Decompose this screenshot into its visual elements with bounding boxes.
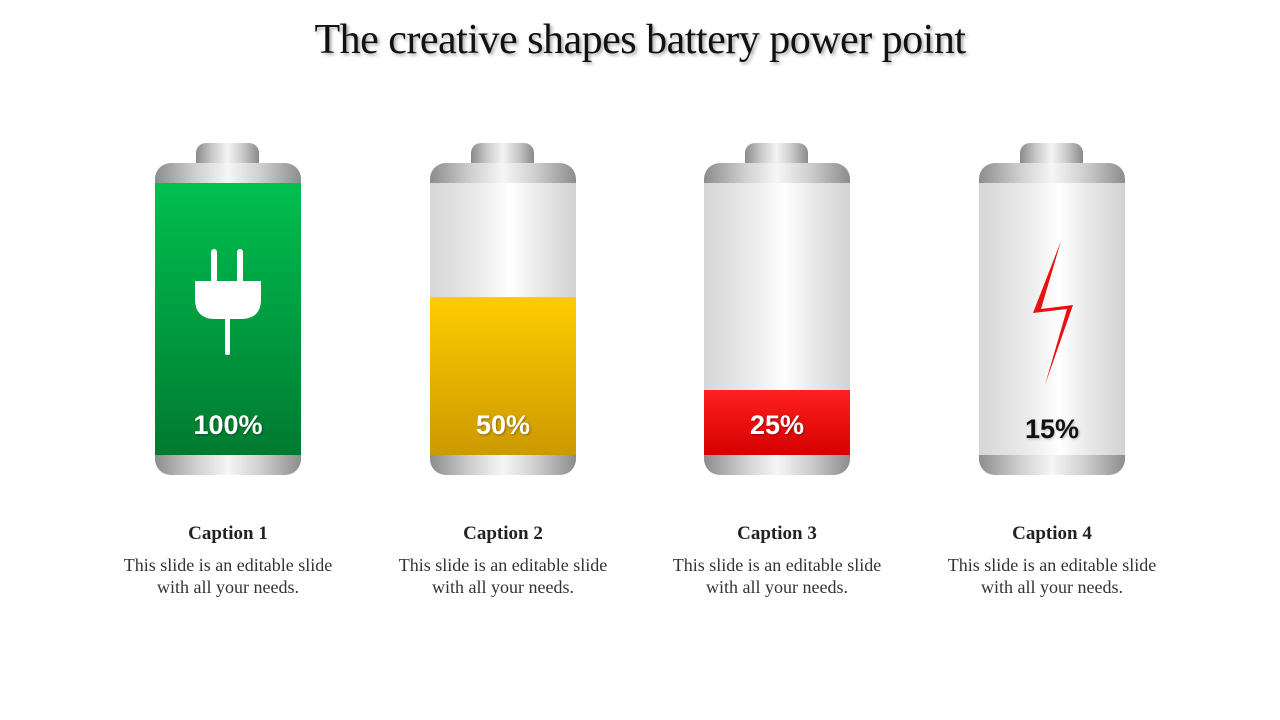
caption-heading: Caption 4 (1012, 523, 1092, 544)
battery-body: 50% (430, 183, 576, 455)
caption-text: This slide is an editable slide with all… (123, 555, 333, 597)
battery-bottom-cap (704, 455, 850, 475)
caption-heading: Caption 2 (463, 523, 543, 544)
battery-charge-fill (704, 389, 850, 455)
battery-4: 15% (979, 143, 1125, 475)
battery-percent: 100% (193, 410, 263, 440)
battery-percent: 15% (1024, 414, 1080, 444)
lightning-icon (1033, 241, 1073, 385)
battery-body: 25% (704, 183, 850, 455)
battery-top-cap (430, 163, 576, 183)
caption-heading: Caption 1 (188, 523, 268, 544)
caption-text: This slide is an editable slide with all… (398, 555, 608, 597)
battery-bottom-cap (979, 455, 1125, 475)
caption-heading: Caption 3 (737, 523, 817, 544)
caption-1: Caption 1 This slide is an editable slid… (108, 522, 348, 598)
battery-body: 100% (155, 183, 301, 455)
battery-percent: 25% (749, 410, 805, 440)
battery-bottom-cap (155, 455, 301, 475)
battery-top-cap (155, 163, 301, 183)
battery-top-cap (704, 163, 850, 183)
caption-4: Caption 4 This slide is an editable slid… (932, 522, 1172, 598)
plug-icon (195, 249, 261, 355)
caption-3: Caption 3 This slide is an editable slid… (657, 522, 897, 598)
battery-2: 50% (430, 143, 576, 475)
battery-3: 25% (704, 143, 850, 475)
slide-title: The creative shapes battery power point (314, 17, 966, 63)
caption-text: This slide is an editable slide with all… (947, 555, 1157, 597)
battery-body: 15% (979, 183, 1125, 455)
battery-top-cap (979, 163, 1125, 183)
battery-1: 100% (155, 143, 301, 475)
battery-percent: 50% (475, 410, 531, 440)
caption-2: Caption 2 This slide is an editable slid… (383, 522, 623, 598)
battery-charge-fill (430, 297, 576, 455)
battery-bottom-cap (430, 455, 576, 475)
caption-text: This slide is an editable slide with all… (672, 555, 882, 597)
